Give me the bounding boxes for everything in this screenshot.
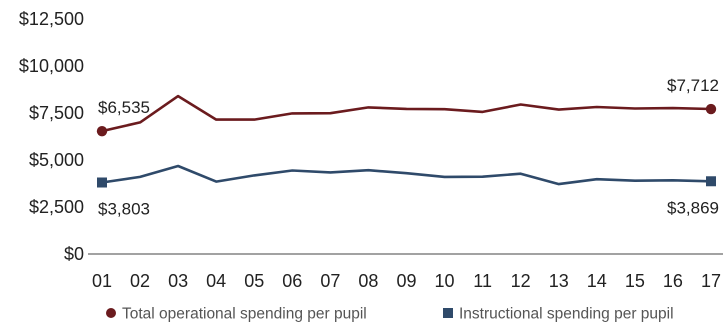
y-axis-ticks: $0 $2,500 $5,000 $7,500 $10,000 $12,500 [19,9,84,264]
x-axis-ticks: 01 02 03 04 05 06 07 08 09 10 11 12 13 14 15 16 17 [92,271,721,291]
x-tick-label: 04 [206,271,226,291]
x-tick-label: 02 [130,271,150,291]
legend: Total operational spending per pupil Inst… [106,306,674,323]
series-line-2 [100,164,713,186]
data-label: $3,803 [98,200,150,219]
x-tick-label: 09 [396,271,416,291]
y-tick-label: $2,500 [29,197,84,217]
x-tick-label: 13 [549,271,569,291]
legend-label: Instructional spending per pupil [459,306,674,323]
data-label: $3,869 [667,198,719,217]
series-1-marker [96,125,108,137]
series-2-marker [706,176,716,187]
x-tick-label: 11 [473,271,492,291]
x-tick-label: 10 [435,271,455,291]
x-tick-label: 16 [663,271,683,291]
legend-marker-square [443,308,453,318]
x-tick-label: 17 [701,271,721,291]
data-label: $6,535 [98,98,150,117]
legend-marker-circle [106,308,116,318]
series-1-marker [705,103,717,115]
x-tick-label: 15 [625,271,645,291]
y-tick-label: $0 [64,244,84,264]
y-tick-label: $5,000 [29,150,84,170]
series-group [96,94,717,188]
x-tick-label: 03 [168,271,188,291]
x-tick-label: 01 [92,271,112,291]
x-tick-label: 08 [358,271,378,291]
x-tick-label: 06 [282,271,302,291]
y-tick-label: $12,500 [19,9,84,29]
series-line-1 [100,94,713,133]
x-tick-label: 07 [320,271,340,291]
x-tick-label: 14 [587,271,607,291]
series-2-marker [97,177,107,188]
data-label: $7,712 [667,76,719,95]
data-labels: $6,535 $7,712 $3,803 $3,869 [98,76,719,218]
x-tick-label: 05 [244,271,264,291]
x-tick-label: 12 [511,271,531,291]
y-tick-label: $10,000 [19,56,84,76]
y-tick-label: $7,500 [29,103,84,123]
legend-label: Total operational spending per pupil [122,306,367,323]
